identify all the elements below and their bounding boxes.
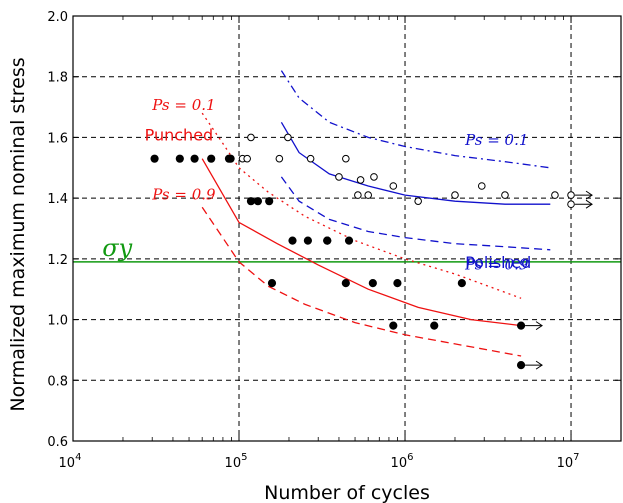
axis-ticks: 0.6 0.8 1.0 1.2 1.4 1.6 1.8 2.0 104 105 106 107	[47, 10, 622, 471]
polished-data-point	[501, 191, 509, 199]
y-tick-label: 1.0	[47, 314, 68, 329]
polished-solid-curve	[280, 121, 551, 205]
y-tick-label: 1.6	[47, 131, 68, 146]
polished-dashed-curve	[280, 176, 551, 251]
polished-dashdot-curve	[280, 70, 551, 169]
polished-data-point	[477, 182, 486, 190]
polished-data-point	[247, 133, 255, 142]
punched-data-point	[457, 279, 466, 288]
polished-data-point	[551, 191, 559, 199]
punched-data-point	[207, 154, 216, 163]
punched-data-point	[303, 236, 312, 245]
x-axis-label: Number of cycles	[264, 482, 430, 503]
punched-data-point	[265, 197, 274, 206]
polished-data-point	[414, 197, 422, 205]
punched-data-point	[288, 236, 297, 245]
polished-data-point	[567, 191, 575, 199]
punched-data-point	[344, 236, 354, 245]
y-tick-label: 0.6	[47, 435, 68, 450]
punched-data-point	[246, 197, 256, 206]
punched-data-point	[175, 154, 184, 163]
y-tick-label: 1.4	[47, 192, 68, 207]
polished-data-point	[335, 173, 343, 181]
polished-data-point	[354, 191, 362, 199]
punched-ps09-label: Ps = 0.9	[151, 186, 216, 204]
punched-data-point	[150, 154, 159, 163]
sigma-y-label: σy	[102, 234, 132, 262]
punched-data-point	[389, 321, 398, 330]
punched-solid-curve	[201, 158, 522, 327]
punched-data-point	[341, 279, 350, 288]
punched-ps01-label: Ps = 0.1	[151, 96, 215, 114]
polished-data-point	[364, 191, 372, 199]
y-tick-label: 2.0	[47, 10, 68, 25]
grid-lines	[73, 16, 621, 441]
polished-data-point	[243, 154, 251, 163]
punched-dotted-curve	[201, 112, 522, 299]
y-axis-label: Normalized maximum nominal stress	[7, 57, 29, 411]
plot-frame	[72, 15, 622, 442]
y-tick-label: 1.2	[47, 253, 68, 268]
x-tick-label: 107	[557, 452, 580, 471]
punched-data-point	[190, 154, 199, 163]
polished-data-point	[567, 200, 575, 209]
punched-data-point	[430, 321, 439, 330]
punched-data-point	[323, 236, 332, 245]
polished-data-point	[342, 154, 350, 163]
punched-data-point	[393, 279, 402, 288]
punched-data-point	[253, 197, 263, 206]
polished-data-point	[306, 154, 315, 163]
polished-data-point	[451, 191, 459, 199]
polished-ps09-label: Ps = 0.9	[464, 255, 529, 273]
polished-data-point	[389, 182, 398, 190]
polished-data-point	[370, 173, 378, 181]
punched-data-point	[226, 154, 235, 163]
y-tick-label: 1.8	[47, 71, 68, 86]
polished-data-point	[275, 154, 284, 163]
x-tick-label: 105	[225, 452, 248, 471]
polished-runout-arrowhead	[585, 190, 593, 200]
x-tick-label: 104	[59, 452, 82, 471]
polished-data-point	[356, 176, 365, 184]
punched-data-point	[267, 279, 277, 288]
polished-runout-arrowhead	[585, 199, 593, 209]
y-tick-label: 0.8	[47, 374, 68, 389]
fitted-curves	[201, 70, 551, 357]
punched-dashed-curve	[201, 206, 522, 357]
runout-arrows	[525, 190, 593, 370]
polished-label: Polished	[465, 253, 531, 272]
polished-ps01-label: Ps = 0.1	[464, 131, 528, 149]
polished-data-point	[284, 133, 292, 142]
punched-runout-arrowhead	[535, 321, 543, 331]
punched-data-point	[516, 361, 526, 370]
data-points	[150, 133, 575, 370]
punched-data-point	[368, 279, 377, 288]
punched-label: Punched	[145, 125, 214, 144]
punched-data-point	[516, 321, 526, 330]
punched-runout-arrowhead	[535, 360, 543, 370]
x-tick-label: 106	[391, 452, 414, 471]
